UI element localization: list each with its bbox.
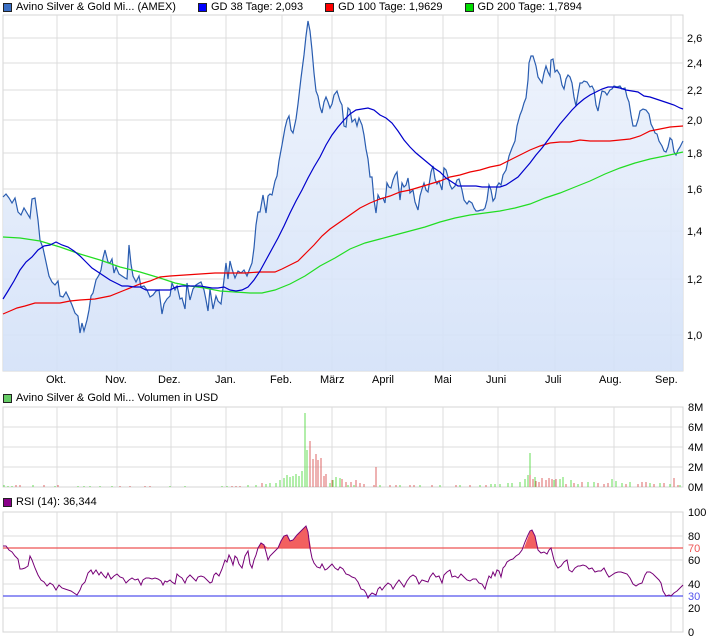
y-tick-1-6: 1,6 (687, 184, 702, 196)
rsi-tick-100: 100 (688, 507, 706, 519)
legend-item-rsi: RSI (14): 36,344 (3, 496, 97, 508)
price-y-axis: 2,6 2,4 2,2 2,0 1,8 1,6 1,4 1,2 1,0 (687, 33, 702, 342)
legend-item-volume: Avino Silver & Gold Mi... Volumen in USD (3, 392, 218, 404)
y-tick-1-4: 1,4 (687, 226, 702, 238)
y-tick-2-4: 2,4 (687, 58, 702, 70)
x-tick-maerz: März (320, 374, 344, 386)
price-x-axis: Okt. Nov. Dez. Jan. Feb. März April Mai … (46, 374, 678, 386)
x-tick-nov: Nov. (105, 374, 127, 386)
legend-ma100-label: GD 100 Tage: 1,9629 (338, 1, 443, 13)
legend-item-ma38: GD 38 Tage: 2,093 (197, 1, 304, 13)
ma100-swatch-icon (325, 2, 335, 12)
x-tick-sep: Sep. (655, 374, 678, 386)
vol-tick-0m: 0M (688, 482, 703, 494)
ma200-line (2, 151, 684, 294)
x-tick-juni: Juni (486, 374, 506, 386)
price-panel: 2,6 2,4 2,2 2,0 1,8 1,6 1,4 1,2 1,0 Okt.… (2, 14, 702, 386)
vol-tick-4m: 4M (688, 442, 703, 454)
y-tick-2-2: 2,2 (687, 85, 702, 97)
legend-ma200-label: GD 200 Tage: 1,7894 (477, 1, 582, 13)
rsi-tick-0: 0 (688, 627, 694, 639)
volume-legend: Avino Silver & Gold Mi... Volumen in USD (3, 391, 240, 405)
y-tick-1-2: 1,2 (687, 274, 702, 286)
vol-tick-6m: 6M (688, 422, 703, 434)
y-tick-1-8: 1,8 (687, 148, 702, 160)
rsi-legend: RSI (14): 36,344 (3, 495, 119, 509)
legend-ma38-label: GD 38 Tage: 2,093 (210, 1, 304, 13)
rsi-tick-70: 70 (688, 543, 700, 555)
y-tick-2-0: 2,0 (687, 115, 702, 127)
legend-item-ma200: GD 200 Tage: 1,7894 (464, 1, 582, 13)
volume-panel: 8M 6M 4M 2M 0M (2, 402, 703, 494)
ma200-swatch-icon (464, 2, 474, 12)
rsi-tick-40: 40 (688, 579, 700, 591)
x-tick-mai: Mai (434, 374, 452, 386)
y-tick-1-0: 1,0 (687, 330, 702, 342)
rsi-swatch-icon (3, 497, 12, 507)
main-chart-legend: Avino Silver & Gold Mi... (AMEX) GD 38 T… (3, 0, 604, 14)
vol-tick-2m: 2M (688, 462, 703, 474)
rsi-tick-20: 20 (688, 603, 700, 615)
rsi-tick-30: 30 (688, 591, 700, 603)
rsi-grid (3, 512, 683, 632)
volume-swatch-icon (3, 393, 12, 403)
price-swatch-icon (3, 2, 12, 12)
legend-volume-label: Avino Silver & Gold Mi... Volumen in USD (16, 392, 219, 404)
volume-bars (3, 413, 681, 487)
rsi-line (3, 525, 684, 600)
vol-tick-8m: 8M (688, 402, 703, 414)
rsi-tick-80: 80 (688, 531, 700, 543)
x-tick-aug: Aug. (599, 374, 622, 386)
x-tick-juli: Juli (545, 374, 562, 386)
legend-item-price: Avino Silver & Gold Mi... (AMEX) (3, 1, 176, 13)
x-tick-jan: Jan. (215, 374, 236, 386)
ma38-swatch-icon (197, 2, 207, 12)
x-tick-dez: Dez. (158, 374, 181, 386)
rsi-y-axis: 100 80 70 60 40 30 20 0 (688, 507, 706, 639)
x-tick-okt: Okt. (46, 374, 66, 386)
volume-grid (3, 407, 683, 487)
price-area (3, 21, 683, 371)
price-line (2, 20, 684, 334)
x-tick-feb: Feb. (270, 374, 292, 386)
rsi-overbought-fill (258, 526, 538, 548)
rsi-panel: 100 80 70 60 40 30 20 0 (2, 507, 706, 639)
rsi-panel-frame (2, 511, 684, 633)
ma38-line (2, 86, 684, 300)
volume-y-axis: 8M 6M 4M 2M 0M (688, 402, 703, 494)
ma100-line (2, 125, 684, 315)
legend-item-ma100: GD 100 Tage: 1,9629 (325, 1, 443, 13)
x-tick-april: April (372, 374, 394, 386)
rsi-tick-60: 60 (688, 555, 700, 567)
y-tick-2-6: 2,6 (687, 33, 702, 45)
legend-price-label: Avino Silver & Gold Mi... (AMEX) (16, 1, 176, 13)
legend-rsi-label: RSI (14): 36,344 (16, 496, 97, 508)
